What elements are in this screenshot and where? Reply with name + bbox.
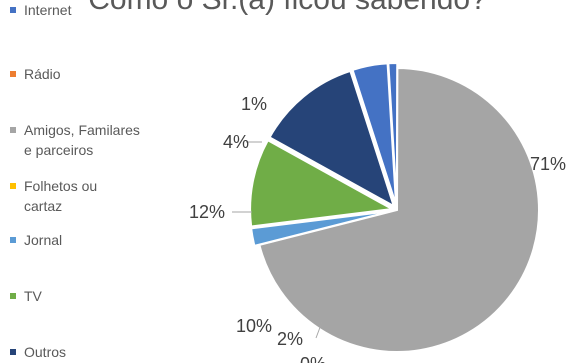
leader-line	[315, 321, 323, 339]
pie-slices	[249, 62, 540, 353]
pie-slice-jornal	[250, 209, 393, 248]
data-label-internet-4: 4%	[223, 132, 249, 152]
legend-swatch	[10, 237, 16, 243]
legend-swatch	[10, 293, 16, 299]
data-label-internet: 1%	[241, 94, 267, 114]
legend-label: Rádio	[24, 66, 61, 82]
legend-label: TV	[24, 288, 42, 304]
legend-label: Outros	[24, 344, 67, 360]
legend-label: Internet	[24, 2, 72, 18]
legend-swatch	[10, 183, 16, 189]
data-label-amigos: 71%	[530, 154, 566, 174]
pie-slice-outros	[268, 69, 396, 209]
data-label-outros: 12%	[189, 202, 225, 222]
legend-label: Amigos, Familares e parceiros	[24, 122, 140, 158]
pie-slice-amigos-familares-e-parceiros	[258, 66, 540, 353]
legend-swatch	[10, 349, 16, 355]
data-label-folhetos: 0%	[300, 354, 326, 363]
legend-swatch	[10, 7, 16, 13]
pie-slice-internet	[351, 62, 398, 206]
leader-lines	[232, 141, 323, 339]
pie-slice-tv	[249, 138, 396, 228]
legend-swatch	[10, 71, 16, 77]
chart-title: Como o Sr.(a) ficou sabendo?	[0, 0, 575, 17]
data-label-tv: 10%	[236, 316, 272, 336]
legend-swatch	[10, 127, 16, 133]
data-label-jornal: 2%	[277, 329, 303, 349]
legend-label: Jornal	[24, 232, 63, 248]
legend-label: Folhetos ou cartaz	[24, 178, 98, 214]
